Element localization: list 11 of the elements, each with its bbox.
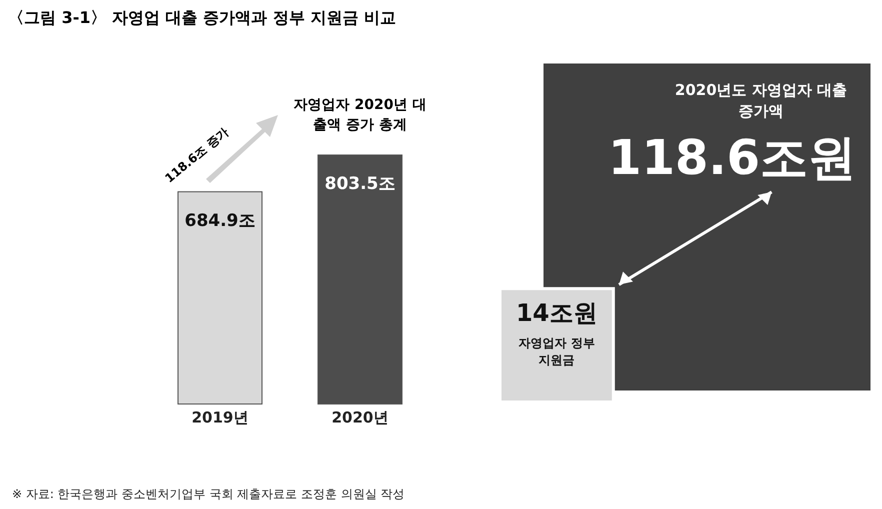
x-tick-label: 2019년: [192, 408, 248, 427]
data-label: 684.9조: [184, 210, 256, 231]
category-label: 2020년도 자영업자 대출 증가액: [674, 80, 848, 122]
x-tick-label: 2020년: [332, 408, 388, 427]
text: 자영업자 2020년 대출액 증가 총계: [292, 96, 428, 135]
text: ※ 자료: 한국은행과 중소벤처기업부 국회 제출자료로 조정훈 의원실 작성: [12, 486, 405, 503]
category-label: 자영업자 정부지원금: [518, 334, 596, 369]
data-label: 803.5조: [324, 174, 396, 194]
chart-title: 〈그림 3-1〉 자영업 대출 증가액과 정부 지원금 비교: [8, 8, 396, 29]
data-label: 14조원: [514, 298, 598, 329]
data-label: 118.6조원: [607, 129, 856, 188]
